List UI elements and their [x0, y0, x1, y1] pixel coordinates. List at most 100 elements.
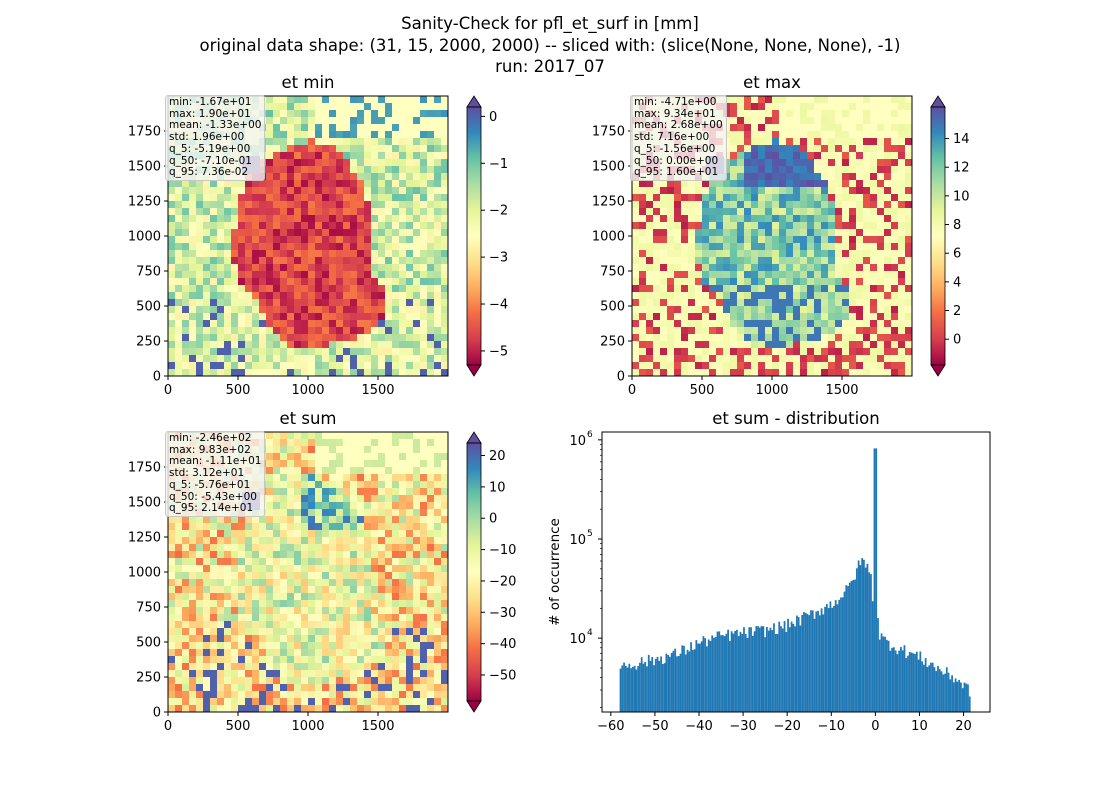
- heatmap-cell: [266, 250, 273, 257]
- heatmap-cell: [392, 565, 399, 572]
- heatmap-cell: [441, 691, 448, 698]
- heatmap-cell: [280, 110, 287, 117]
- heatmap-cell: [632, 194, 639, 201]
- heatmap-cell: [434, 488, 441, 495]
- heatmap-cell: [259, 271, 266, 278]
- heatmap-cell: [870, 187, 877, 194]
- heatmap-cell: [294, 117, 301, 124]
- heatmap-cell: [399, 292, 406, 299]
- heatmap-cell: [413, 159, 420, 166]
- heatmap-cell: [392, 698, 399, 705]
- heatmap-cell: [364, 250, 371, 257]
- heatmap-cell: [385, 670, 392, 677]
- histogram-bar: [725, 633, 728, 712]
- heatmap-cell: [329, 649, 336, 656]
- heatmap-cell: [695, 348, 702, 355]
- heatmap-cell: [420, 215, 427, 222]
- heatmap-cell: [730, 306, 737, 313]
- heatmap-cell: [828, 180, 835, 187]
- histogram-bar: [840, 597, 842, 712]
- heatmap-cell: [301, 369, 308, 376]
- heatmap-cell: [315, 509, 322, 516]
- heatmap-cell: [751, 187, 758, 194]
- heatmap-cell: [751, 166, 758, 173]
- heatmap-cell: [364, 670, 371, 677]
- heatmap-cell: [821, 236, 828, 243]
- histogram-bar: [716, 631, 719, 712]
- heatmap-cell: [406, 306, 413, 313]
- heatmap-cell: [702, 348, 709, 355]
- heatmap-cell: [709, 236, 716, 243]
- histogram-bar: [762, 626, 765, 712]
- heatmap-cell: [406, 607, 413, 614]
- heatmap-cell: [842, 152, 849, 159]
- heatmap-cell: [315, 579, 322, 586]
- heatmap-cell: [814, 152, 821, 159]
- heatmap-cell: [329, 187, 336, 194]
- heatmap-cell: [203, 334, 210, 341]
- heatmap-cell: [413, 488, 420, 495]
- heatmap-cell: [779, 187, 786, 194]
- heatmap-cell: [632, 292, 639, 299]
- heatmap-cell: [308, 194, 315, 201]
- heatmap-cell: [182, 285, 189, 292]
- heatmap-cell: [294, 684, 301, 691]
- heatmap-cell: [378, 670, 385, 677]
- heatmap-cell: [364, 103, 371, 110]
- heatmap-cell: [322, 607, 329, 614]
- heatmap-cell: [646, 341, 653, 348]
- heatmap-cell: [406, 341, 413, 348]
- heatmap-cell: [364, 544, 371, 551]
- heatmap-cell: [322, 180, 329, 187]
- heatmap-cell: [884, 222, 891, 229]
- heatmap-cell: [420, 131, 427, 138]
- heatmap-cell: [308, 544, 315, 551]
- heatmap-cell: [196, 635, 203, 642]
- heatmap-cell: [751, 292, 758, 299]
- heatmap-cell: [660, 320, 667, 327]
- histogram-bar: [928, 665, 931, 712]
- heatmap-cell: [849, 215, 856, 222]
- heatmap-cell: [779, 341, 786, 348]
- heatmap-cell: [392, 243, 399, 250]
- heatmap-cell: [814, 320, 821, 327]
- histogram-bar: [700, 641, 703, 712]
- heatmap-cell: [660, 215, 667, 222]
- heatmap-cell: [674, 243, 681, 250]
- heatmap-cell: [350, 334, 357, 341]
- heatmap-cell: [273, 649, 280, 656]
- heatmap-cell: [266, 187, 273, 194]
- heatmap-cell: [441, 362, 448, 369]
- histogram-bar: [818, 615, 821, 712]
- heatmap-cell: [413, 705, 420, 712]
- heatmap-cell: [863, 257, 870, 264]
- colorbar-frame: [466, 442, 482, 702]
- heatmap-cell: [336, 621, 343, 628]
- heatmap-cell: [308, 110, 315, 117]
- heatmap-cell: [294, 670, 301, 677]
- heatmap-cell: [231, 320, 238, 327]
- heatmap-cell: [758, 250, 765, 257]
- heatmap-cell: [168, 677, 175, 684]
- heatmap-cell: [434, 530, 441, 537]
- heatmap-cell: [287, 243, 294, 250]
- heatmap-cell: [287, 474, 294, 481]
- heatmap-cell: [807, 299, 814, 306]
- heatmap-cell: [441, 551, 448, 558]
- heatmap-cell: [357, 306, 364, 313]
- heatmap-cell: [716, 292, 723, 299]
- heatmap-cell: [441, 628, 448, 635]
- heatmap-cell: [681, 201, 688, 208]
- heatmap-cell: [898, 173, 905, 180]
- histogram-bar: [933, 667, 936, 712]
- heatmap-cell: [217, 705, 224, 712]
- heatmap-cell: [245, 656, 252, 663]
- heatmap-cell: [653, 264, 660, 271]
- heatmap-cell: [203, 600, 210, 607]
- heatmap-cell: [863, 173, 870, 180]
- heatmap-cell: [695, 215, 702, 222]
- heatmap-cell: [786, 229, 793, 236]
- heatmap-cell: [413, 474, 420, 481]
- heatmap-cell: [308, 523, 315, 530]
- heatmap-cell: [350, 705, 357, 712]
